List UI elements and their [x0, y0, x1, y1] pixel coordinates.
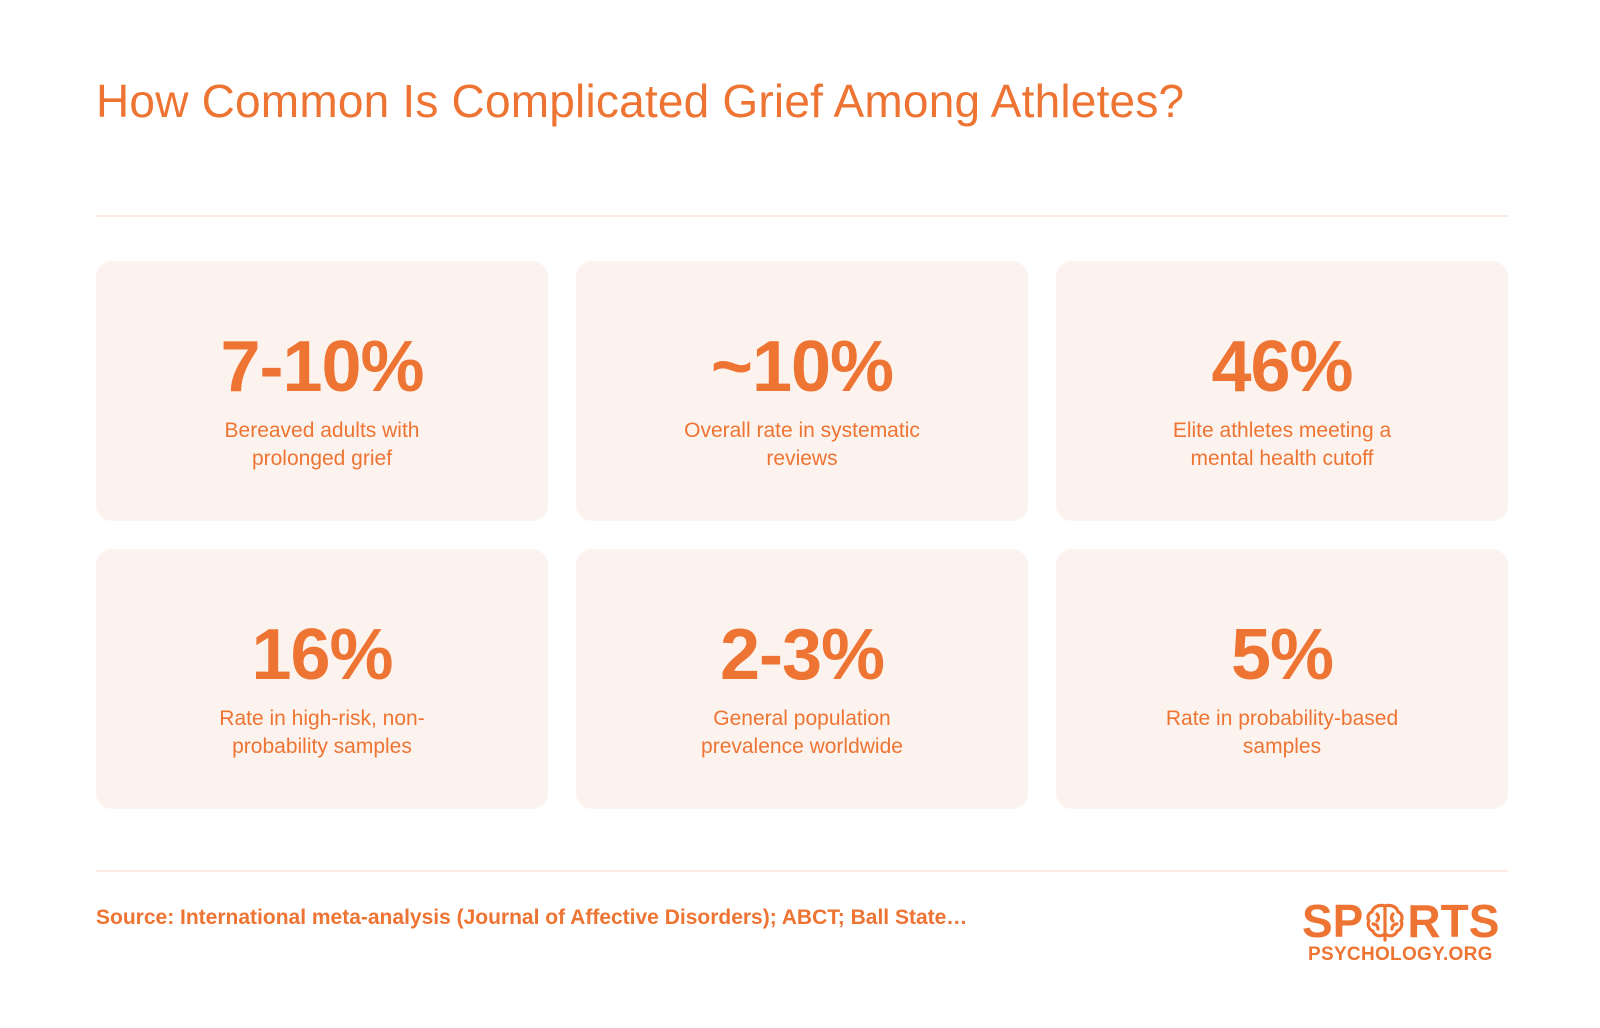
- bottom-divider: [96, 870, 1508, 872]
- stat-value: 7-10%: [220, 327, 424, 407]
- stat-description: Rate in probability-based samples: [1165, 707, 1399, 758]
- stat-card: 7-10% Bereaved adults with prolonged gri…: [96, 261, 548, 521]
- stat-value: 5%: [1230, 615, 1334, 695]
- stat-card: 46% Elite athletes meeting a mental heal…: [1056, 261, 1508, 521]
- logo-wordmark: SP RTS: [1302, 898, 1512, 944]
- logo-subtitle: PSYCHOLOGY.ORG: [1308, 944, 1493, 965]
- brain-icon: [1364, 900, 1406, 942]
- stat-value: 2-3%: [719, 615, 885, 695]
- stat-card: 2-3% General population prevalence world…: [576, 549, 1028, 809]
- sportspsychology-logo[interactable]: SP RTS PSYCHOLOGY.ORG: [1302, 898, 1512, 968]
- top-divider: [96, 215, 1508, 217]
- stat-description: Elite athletes meeting a mental health c…: [1172, 419, 1392, 470]
- stat-description: General population prevalence worldwide: [701, 707, 903, 758]
- page-title: How Common Is Complicated Grief Among At…: [96, 75, 1185, 127]
- stat-value: ~10%: [710, 327, 894, 407]
- stat-description: Bereaved adults with prolonged grief: [224, 419, 420, 470]
- stat-card: 5% Rate in probability-based samples: [1056, 549, 1508, 809]
- stat-value: 16%: [251, 615, 393, 695]
- stat-card: 16% Rate in high-risk, non-probability s…: [96, 549, 548, 809]
- stat-value: 46%: [1211, 327, 1353, 407]
- stat-description: Overall rate in systematic reviews: [684, 419, 920, 470]
- logo-text-end: RTS: [1407, 895, 1500, 947]
- logo-text-start: SP: [1302, 895, 1364, 947]
- stat-card: ~10% Overall rate in systematic reviews: [576, 261, 1028, 521]
- source-citation: Source: International meta-analysis (Jou…: [96, 906, 968, 929]
- stats-grid: 7-10% Bereaved adults with prolonged gri…: [96, 261, 1508, 809]
- stat-description: Rate in high-risk, non-probability sampl…: [219, 707, 425, 758]
